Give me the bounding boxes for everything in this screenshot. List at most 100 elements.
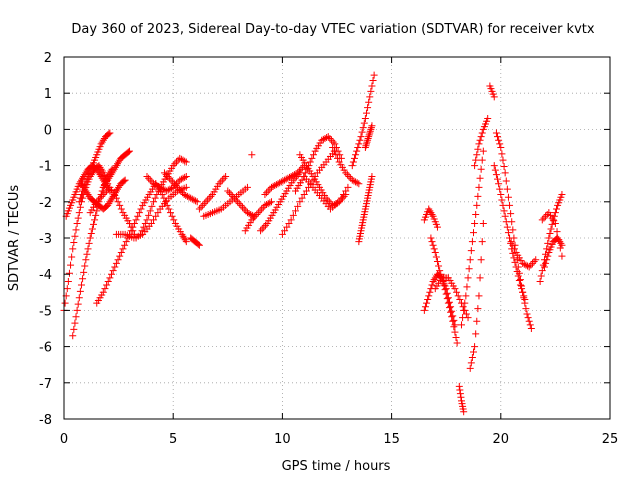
data-point [76,287,84,295]
data-point [367,125,375,133]
data-point [74,300,82,308]
series-arc28 [355,172,376,246]
data-point [278,230,286,238]
data-point [182,158,190,166]
data-point [364,136,372,144]
data-point [555,236,563,244]
data-point [96,194,104,202]
data-point [80,268,88,276]
data-point [348,176,356,184]
data-point [264,187,272,195]
data-point [105,200,113,208]
data-point [88,225,96,233]
data-point [366,127,374,135]
data-point [441,286,449,294]
data-point [224,187,232,195]
data-point [460,306,468,314]
series-arc42 [536,191,566,285]
data-point [153,182,161,190]
data-point [508,218,516,226]
data-point [263,189,271,197]
data-point [435,262,443,270]
data-point [129,227,137,235]
data-point [99,183,107,191]
data-point [145,174,153,182]
y-tick-label: -2 [39,196,52,211]
x-tick-label: 25 [602,432,619,447]
data-point [84,191,92,199]
data-point [140,223,148,231]
data-point [160,194,168,202]
data-point [289,211,297,219]
series-arc23 [292,133,345,195]
data-point [239,203,247,211]
data-point [163,187,171,195]
y-tick-label: -8 [39,413,52,428]
data-point [471,220,479,228]
data-point [195,241,203,249]
data-point [127,223,135,231]
data-point [358,128,366,136]
data-point [105,174,113,182]
data-point [115,158,123,166]
data-point [427,209,435,217]
data-point [181,173,189,181]
data-point [178,230,186,238]
data-point [477,165,485,173]
data-point [478,156,486,164]
data-point [77,191,85,199]
data-point [172,182,180,190]
series-arc22 [278,147,339,238]
data-point [282,175,290,183]
data-point [169,162,177,170]
data-point [306,158,314,166]
data-point [549,216,557,224]
data-point [476,174,484,182]
data-point [427,234,435,242]
data-point [179,232,187,240]
y-tick-label: 1 [44,87,52,102]
data-point [70,325,78,333]
data-point [474,305,482,313]
data-point [329,138,337,146]
data-point [243,209,251,217]
data-point [298,194,306,202]
data-point [443,295,451,303]
data-point [501,169,509,177]
data-point [484,115,492,123]
y-tick-label: -4 [39,268,52,283]
series-arc40 [492,129,535,332]
data-point [258,225,266,233]
series-arc44 [538,209,566,260]
data-point [355,180,363,188]
data-point [473,317,481,325]
data-point [462,292,470,300]
data-point [251,212,259,220]
data-point [147,220,155,228]
series-arc6 [93,180,160,307]
data-point [108,270,116,278]
data-point [101,189,109,197]
data-point [520,294,528,302]
data-point [187,194,195,202]
data-point [205,194,213,202]
data-point [337,194,345,202]
data-point [70,239,78,247]
data-point [490,162,498,170]
data-point [232,196,240,204]
data-point [538,216,546,224]
data-point [168,212,176,220]
data-point [527,325,535,332]
data-point [106,274,114,282]
data-point [240,205,248,213]
data-point [152,212,160,220]
data-point [310,151,318,159]
data-point [109,267,117,275]
data-point [362,140,370,148]
data-point [75,198,83,206]
data-point [271,182,279,190]
data-point [106,198,114,206]
data-point [222,172,230,180]
data-point [468,353,476,361]
data-point [558,191,566,199]
